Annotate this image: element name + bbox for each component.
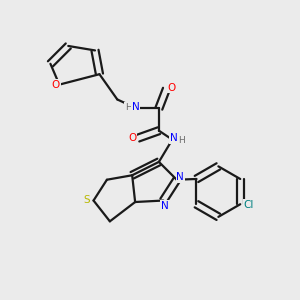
- Text: N: N: [170, 133, 178, 143]
- Text: O: O: [52, 80, 60, 90]
- Text: O: O: [168, 82, 176, 93]
- Text: N: N: [132, 103, 139, 112]
- Text: N: N: [161, 201, 169, 211]
- Text: Cl: Cl: [243, 200, 254, 210]
- Text: O: O: [128, 133, 136, 143]
- Text: S: S: [83, 195, 90, 205]
- Text: H: H: [178, 136, 184, 145]
- Text: N: N: [176, 172, 184, 182]
- Text: H: H: [125, 103, 132, 112]
